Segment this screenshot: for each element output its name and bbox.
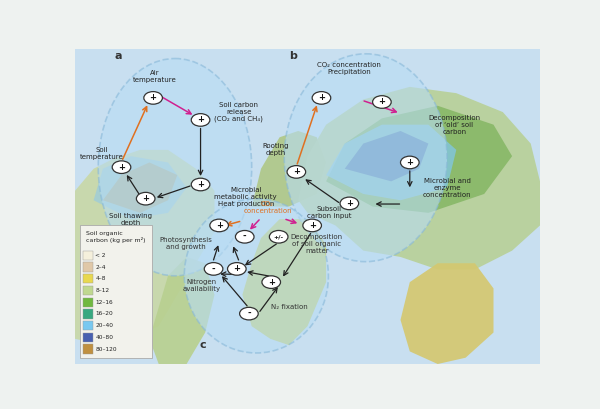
Polygon shape bbox=[149, 257, 215, 364]
Circle shape bbox=[262, 276, 281, 288]
Circle shape bbox=[340, 197, 359, 210]
Text: +: + bbox=[318, 93, 325, 102]
Text: Nitrogen
availability: Nitrogen availability bbox=[182, 279, 221, 292]
Text: 12–16: 12–16 bbox=[95, 300, 113, 305]
Bar bbox=[83, 286, 92, 295]
Text: Decomposition
of ‘old’ soil
carbon: Decomposition of ‘old’ soil carbon bbox=[428, 115, 481, 135]
Text: Soil thawing
depth: Soil thawing depth bbox=[109, 213, 152, 226]
Text: +: + bbox=[233, 264, 241, 273]
FancyBboxPatch shape bbox=[80, 225, 152, 358]
Text: -: - bbox=[247, 309, 251, 318]
Text: -: - bbox=[243, 232, 247, 241]
Polygon shape bbox=[242, 219, 326, 345]
Circle shape bbox=[112, 161, 131, 173]
Bar bbox=[83, 309, 92, 319]
Polygon shape bbox=[298, 87, 540, 270]
Circle shape bbox=[191, 114, 210, 126]
Text: +: + bbox=[197, 180, 204, 189]
Text: N₂ fixation: N₂ fixation bbox=[271, 304, 307, 310]
Text: +: + bbox=[268, 278, 275, 287]
Text: Soil carbon
release
(CO₂ and CH₄): Soil carbon release (CO₂ and CH₄) bbox=[215, 102, 263, 122]
Bar bbox=[83, 321, 92, 330]
Bar bbox=[83, 251, 92, 260]
Bar bbox=[83, 344, 92, 354]
Text: +: + bbox=[118, 163, 125, 172]
Text: -: - bbox=[212, 264, 215, 273]
Bar bbox=[83, 262, 92, 272]
Circle shape bbox=[312, 92, 331, 104]
Text: Microbial
metabolic activity
Heat production: Microbial metabolic activity Heat produc… bbox=[215, 187, 277, 207]
Polygon shape bbox=[75, 150, 215, 345]
Circle shape bbox=[373, 96, 391, 108]
Circle shape bbox=[401, 156, 419, 169]
Text: 80–120: 80–120 bbox=[95, 346, 117, 352]
Text: CO₂ concentration
Precipitation: CO₂ concentration Precipitation bbox=[317, 62, 381, 75]
Ellipse shape bbox=[284, 54, 447, 262]
Text: c: c bbox=[200, 339, 206, 350]
Text: b: b bbox=[289, 51, 297, 61]
Circle shape bbox=[239, 307, 258, 320]
Polygon shape bbox=[344, 131, 428, 181]
Circle shape bbox=[144, 92, 163, 104]
Circle shape bbox=[303, 219, 322, 232]
Text: +: + bbox=[215, 221, 223, 230]
Circle shape bbox=[269, 231, 288, 243]
Bar bbox=[83, 297, 92, 307]
Bar bbox=[83, 333, 92, 342]
Polygon shape bbox=[103, 162, 178, 213]
Text: +: + bbox=[406, 158, 413, 167]
Polygon shape bbox=[252, 131, 326, 207]
Circle shape bbox=[191, 178, 210, 191]
Ellipse shape bbox=[98, 58, 252, 276]
Text: 20–40: 20–40 bbox=[95, 323, 113, 328]
Text: Soil organic
carbon (kg per m²): Soil organic carbon (kg per m²) bbox=[86, 231, 145, 243]
Text: Photosynthesis
and growth: Photosynthesis and growth bbox=[159, 237, 212, 250]
Text: +: + bbox=[379, 97, 385, 106]
Text: 4–8: 4–8 bbox=[95, 276, 106, 281]
Circle shape bbox=[227, 263, 246, 275]
Text: Subsoil
carbon input: Subsoil carbon input bbox=[307, 207, 351, 219]
Text: 40–80: 40–80 bbox=[95, 335, 113, 340]
Circle shape bbox=[136, 192, 155, 205]
Text: 2–4: 2–4 bbox=[95, 265, 106, 270]
Polygon shape bbox=[326, 106, 512, 213]
Text: +: + bbox=[142, 194, 149, 203]
Text: a: a bbox=[115, 51, 122, 61]
Text: +: + bbox=[149, 93, 157, 102]
Text: +: + bbox=[308, 221, 316, 230]
Text: +/-: +/- bbox=[274, 234, 284, 239]
Circle shape bbox=[287, 166, 305, 178]
Text: +: + bbox=[293, 167, 300, 176]
Polygon shape bbox=[326, 125, 456, 200]
Text: CO₂
concentration: CO₂ concentration bbox=[243, 201, 292, 213]
Text: Soil
temperature: Soil temperature bbox=[80, 146, 124, 160]
Ellipse shape bbox=[184, 199, 328, 353]
Polygon shape bbox=[401, 263, 493, 364]
Text: +: + bbox=[197, 115, 204, 124]
Text: Microbial and
enzyme
concentration: Microbial and enzyme concentration bbox=[423, 178, 472, 198]
Text: +: + bbox=[346, 199, 353, 208]
Circle shape bbox=[235, 231, 254, 243]
Text: Air
temperature: Air temperature bbox=[133, 70, 177, 83]
Circle shape bbox=[210, 219, 229, 232]
Circle shape bbox=[204, 263, 223, 275]
Polygon shape bbox=[94, 156, 187, 219]
Bar bbox=[83, 274, 92, 283]
Text: 16–20: 16–20 bbox=[95, 311, 113, 317]
Text: < 2: < 2 bbox=[95, 253, 106, 258]
Text: 8–12: 8–12 bbox=[95, 288, 110, 293]
Text: Rooting
depth: Rooting depth bbox=[263, 144, 289, 156]
Text: Decomposition
of soil organic
matter: Decomposition of soil organic matter bbox=[291, 234, 343, 254]
